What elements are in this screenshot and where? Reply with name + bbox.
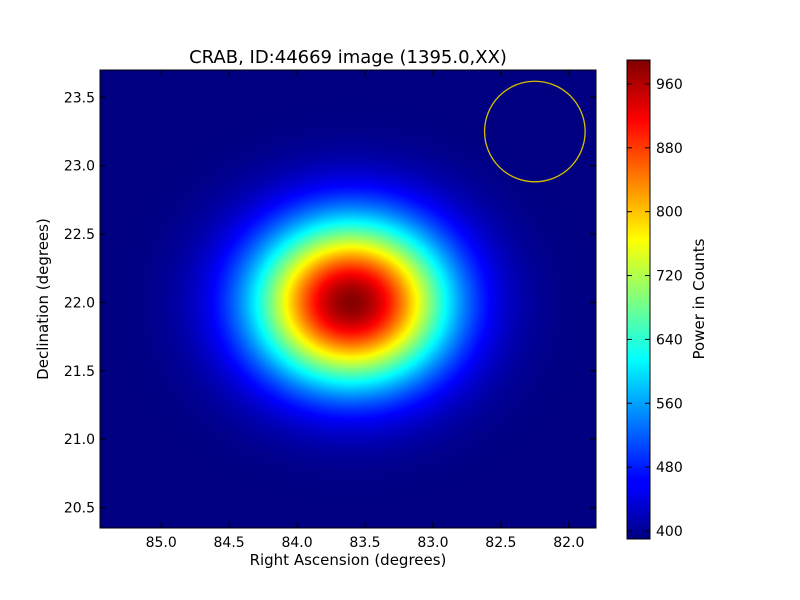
y-tick-label: 20.5 [64,500,95,516]
colorbar-tick-label: 480 [656,460,683,476]
colorbar-tick-label: 560 [656,396,683,412]
y-axis-label: Declination (degrees) [34,218,52,380]
plot-frame [99,69,597,529]
y-tick-label: 22.0 [64,295,95,311]
x-tick-label: 83.5 [349,535,380,551]
colorbar-tick-label: 720 [656,269,683,285]
heatmap-image [100,70,596,528]
colorbar-ticks: 400 480 560 640 720 800 880 960 [627,77,683,540]
y-tick-label: 21.0 [64,432,95,448]
x-axis-label: Right Ascension (degrees) [250,551,447,569]
x-tick-label: 84.0 [281,535,312,551]
x-tick-label: 82.0 [553,535,584,551]
colorbar-label: Power in Counts [690,238,708,359]
colorbar-tick-label: 640 [656,332,683,348]
chart-title: CRAB, ID:44669 image (1395.0,XX) [189,47,507,68]
x-axis-ticks: 85.0 84.5 84.0 83.5 83.0 82.5 82.0 [146,70,584,551]
y-tick-label: 21.5 [64,364,95,380]
colorbar-tick-label: 400 [656,524,683,540]
colorbar-tick-label: 800 [656,205,683,221]
colorbar: 400 480 560 640 720 800 880 960 Power in Counts [626,59,708,540]
y-tick-label: 22.5 [64,227,95,243]
y-axis-ticks: 20.5 21.0 21.5 22.0 22.5 23.0 23.5 [64,90,596,516]
x-tick-label: 83.0 [417,535,448,551]
x-tick-label: 82.5 [485,535,516,551]
x-tick-label: 85.0 [146,535,177,551]
colorbar-tick-label: 880 [656,141,683,157]
beam-circle [483,80,586,183]
y-tick-label: 23.0 [64,159,95,175]
colorbar-gradient [626,59,651,540]
plot-area [100,70,596,528]
x-tick-label: 84.5 [214,535,245,551]
y-tick-label: 23.5 [64,90,95,106]
colorbar-tick-label: 960 [656,77,683,93]
